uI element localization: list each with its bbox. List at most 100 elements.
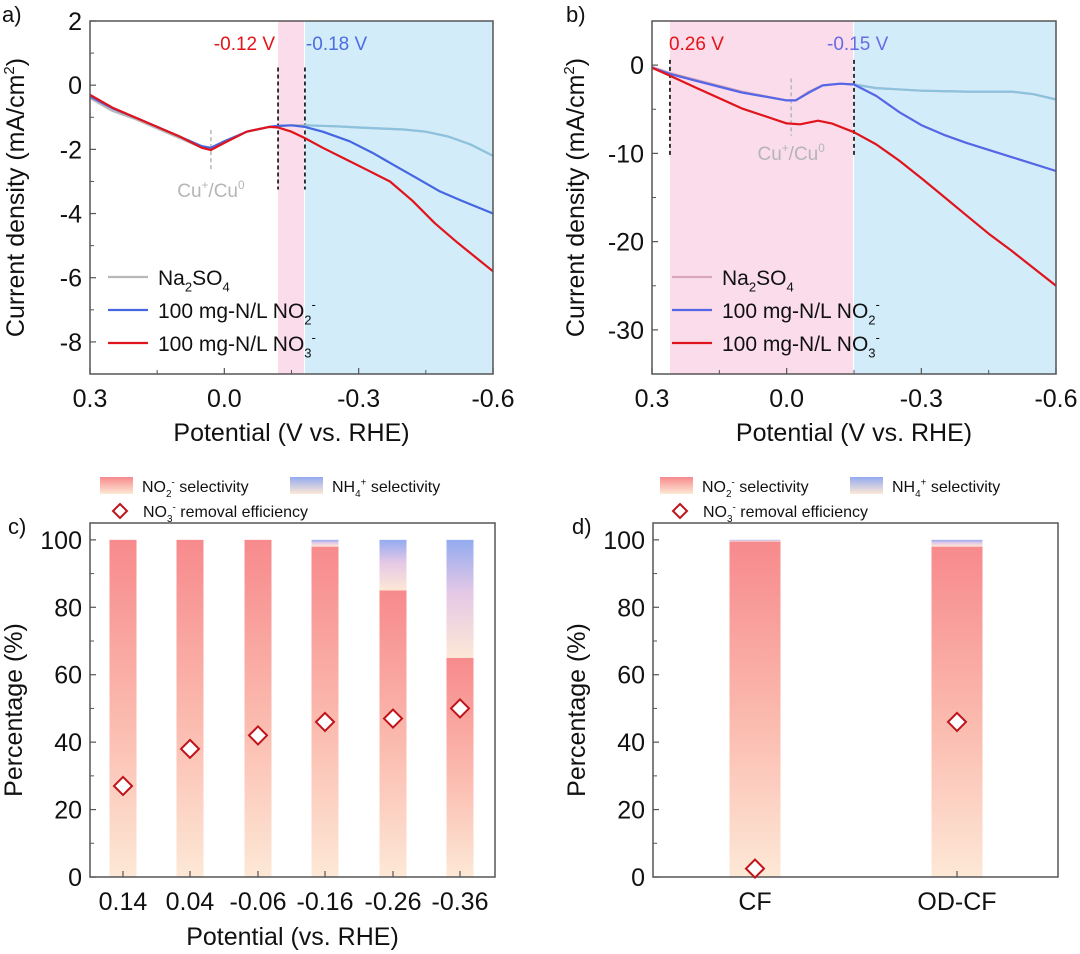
onset-label-0: -0.12 V bbox=[214, 34, 276, 55]
panel-label: d) bbox=[572, 514, 592, 539]
y-tick-label: -10 bbox=[608, 140, 644, 168]
series-line-0-continuation bbox=[304, 124, 494, 157]
bar-nh4-selectivity bbox=[931, 539, 983, 547]
onset-label-0: 0.26 V bbox=[669, 34, 724, 55]
panel-label: b) bbox=[566, 2, 586, 27]
region-blue bbox=[854, 21, 1056, 374]
region-blue bbox=[304, 21, 493, 374]
legend-label-0: Na2​SO4​ bbox=[722, 267, 794, 294]
y-tick-label: 100 bbox=[40, 527, 82, 555]
bar-nh4-selectivity bbox=[311, 539, 339, 547]
y-tick-label: 0 bbox=[68, 864, 82, 892]
x-tick-label: 0.0 bbox=[207, 385, 242, 413]
bar-no2-selectivity bbox=[109, 539, 137, 877]
y-tick-label: 80 bbox=[54, 594, 82, 622]
y-axis-label: Current density (mA/cm2) bbox=[1, 58, 30, 337]
x-axis-label: Potential (V vs. RHE) bbox=[173, 419, 409, 447]
legend-swatch-no2 bbox=[660, 477, 693, 494]
bar-no2-selectivity bbox=[244, 539, 272, 877]
legend-label-2: 100 mg-N/L NO3​-​ bbox=[722, 330, 880, 360]
series-line-0-continuation bbox=[853, 83, 1057, 101]
legend-label-removal: NO3​-​ removal efficiency bbox=[703, 502, 868, 525]
bar-no2-selectivity bbox=[729, 541, 781, 877]
removal-efficiency-marker bbox=[179, 738, 201, 760]
x-tick-label: 0.0 bbox=[769, 385, 804, 413]
plot-frame bbox=[89, 522, 496, 878]
y-tick-label: 0 bbox=[68, 72, 82, 100]
series-line-2 bbox=[651, 66, 1057, 287]
y-axis-label: Percentage (%) bbox=[0, 623, 28, 797]
plot-frame bbox=[652, 522, 1059, 878]
x-axis-label: Potential (vs. RHE) bbox=[186, 923, 399, 951]
region-pink bbox=[278, 21, 304, 374]
series-line-1 bbox=[651, 66, 1057, 173]
annotation-cu-label: Cu+​/Cu0​ bbox=[177, 179, 245, 202]
panel-d: CF OD-CF 0 20 40 60 80 100 Percentage (%) NO2​-​ … bbox=[563, 477, 1059, 916]
removal-efficiency-marker bbox=[247, 724, 269, 746]
y-tick-label: 60 bbox=[54, 662, 82, 690]
x-tick-label: CF bbox=[738, 888, 771, 916]
removal-efficiency-marker bbox=[449, 698, 471, 719]
y-tick-label: 2 bbox=[68, 8, 82, 36]
removal-efficiency-marker bbox=[112, 775, 134, 797]
removal-efficiency-marker bbox=[946, 711, 968, 733]
y-tick-label: -8 bbox=[60, 329, 82, 357]
legend-swatch-nh4 bbox=[850, 477, 883, 494]
panel-label: a) bbox=[2, 2, 22, 27]
y-tick-label: 80 bbox=[617, 594, 645, 622]
bar-no2-selectivity bbox=[379, 590, 407, 877]
legend-swatch-diamond bbox=[671, 502, 689, 520]
x-axis-label: Potential (V vs. RHE) bbox=[736, 419, 972, 447]
bar-no2-selectivity bbox=[446, 657, 474, 877]
y-tick-label: 20 bbox=[54, 797, 82, 825]
x-tick-label: -0.26 bbox=[365, 888, 422, 916]
panel-c: 0.14 0.04 -0.06 -0.16 -0.26 -0.36 0 20 40 60 80 100… bbox=[0, 477, 496, 951]
x-tick-label: -0.6 bbox=[471, 385, 514, 413]
y-axis-label: Percentage (%) bbox=[563, 623, 591, 797]
y-tick-label: -30 bbox=[608, 317, 644, 345]
bar-nh4-selectivity bbox=[379, 539, 407, 591]
legend-label-nh4: NH4​+​ selectivity bbox=[332, 477, 440, 500]
legend-label-no2: NO2​-​ selectivity bbox=[702, 477, 809, 500]
x-tick-label: 0.3 bbox=[73, 385, 108, 413]
legend-swatch-nh4 bbox=[290, 477, 323, 494]
legend-label-removal: NO3​-​ removal efficiency bbox=[143, 502, 308, 525]
annotation-cu-label: Cu+​/Cu0​ bbox=[758, 142, 826, 165]
x-tick-label: -0.36 bbox=[432, 888, 489, 916]
panel-a: Cu+​/Cu0​ -0.12 V -0.18 V 2 0 -2 -4 -6 -8 0.3 0.0 -… bbox=[1, 2, 515, 447]
legend-label-1: 100 mg-N/L NO2​-​ bbox=[722, 297, 880, 327]
y-tick-label: 100 bbox=[603, 527, 645, 555]
onset-label-1: -0.15 V bbox=[827, 34, 889, 55]
legend-label-2: 100 mg-N/L NO3​-​ bbox=[158, 330, 316, 360]
x-tick-label: OD-CF bbox=[917, 888, 996, 916]
legend-label-no2: NO2​-​ selectivity bbox=[142, 477, 249, 500]
legend-label-0: Na2​SO4​ bbox=[158, 267, 230, 294]
y-tick-label: -4 bbox=[60, 201, 82, 229]
y-tick-label: 20 bbox=[617, 797, 645, 825]
bar-nh4-selectivity bbox=[446, 539, 474, 658]
x-tick-label: -0.16 bbox=[297, 888, 354, 916]
x-tick-label: -0.6 bbox=[1034, 385, 1077, 413]
x-tick-label: 0.3 bbox=[635, 385, 670, 413]
legend-swatch-no2 bbox=[100, 477, 133, 494]
y-axis-label: Current density (mA/cm2) bbox=[561, 58, 590, 337]
onset-label-1: -0.18 V bbox=[306, 34, 368, 55]
y-tick-label: 0 bbox=[631, 864, 645, 892]
y-tick-label: -6 bbox=[60, 265, 82, 293]
panel-label: c) bbox=[8, 514, 26, 539]
removal-efficiency-marker bbox=[382, 708, 404, 729]
x-tick-label: -0.3 bbox=[337, 385, 380, 413]
x-tick-label: 0.14 bbox=[99, 888, 148, 916]
y-tick-label: -20 bbox=[608, 229, 644, 257]
bar-nh4-selectivity bbox=[729, 539, 781, 542]
legend-label-1: 100 mg-N/L NO2​-​ bbox=[158, 297, 316, 327]
removal-efficiency-marker bbox=[744, 858, 766, 879]
x-tick-label: -0.06 bbox=[230, 888, 287, 916]
y-tick-label: -2 bbox=[60, 136, 82, 164]
series-line-2 bbox=[89, 93, 494, 273]
bar-no2-selectivity bbox=[176, 539, 204, 877]
legend-label-nh4: NH4​+​ selectivity bbox=[892, 477, 1000, 500]
removal-efficiency-marker bbox=[314, 711, 336, 733]
panel-b: Cu+​/Cu0​ 0.26 V -0.15 V 0 -10 -20 -30 0.3 0.0 -0… bbox=[561, 2, 1078, 447]
